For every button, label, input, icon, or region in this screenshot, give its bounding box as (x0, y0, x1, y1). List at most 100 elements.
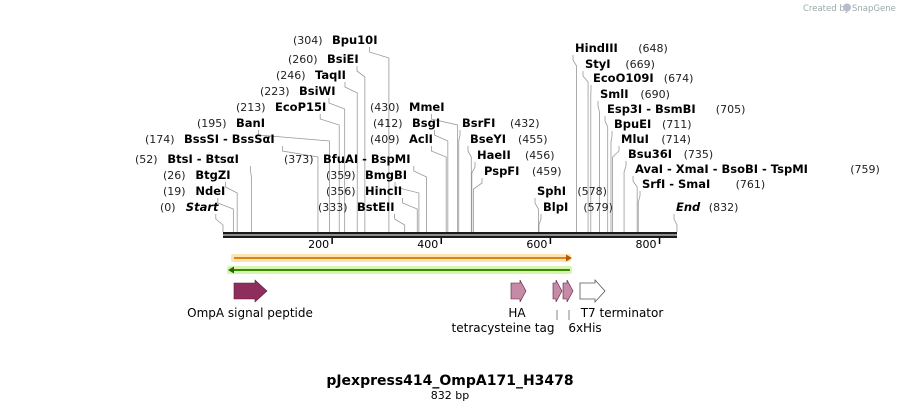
site-label: (260) BsiEI (288, 52, 359, 66)
site-label: MluI (714) (621, 132, 691, 146)
backbone-bottom-strand (223, 235, 677, 238)
site-name: BstEII (357, 200, 395, 214)
site-leader-line (215, 214, 224, 232)
site-name: SmlI (600, 87, 629, 101)
plasmid-name: pJexpress414_OmpA171_H3478 (326, 373, 573, 389)
site-position: (735) (684, 148, 714, 161)
site-leader-line (597, 101, 600, 232)
site-leader-line (344, 82, 358, 232)
site-name: Bpu10I (332, 33, 377, 47)
site-name: EcoO109I (593, 71, 654, 85)
site-label: End (832) (676, 200, 738, 214)
site-name: HaeII (477, 148, 511, 162)
feature-his-arrow (562, 279, 574, 303)
site-name: BsgI (412, 116, 440, 130)
site-name: BfuAI - BspMI (323, 152, 410, 166)
site-label: Esp3I - BsmBI (705) (607, 102, 745, 116)
site-position: (669) (625, 58, 655, 71)
site-position: (711) (662, 118, 692, 131)
site-name: BsrFI (462, 116, 495, 130)
feature-label-his: 6xHis (568, 321, 601, 335)
site-leader-line (356, 66, 366, 232)
site-position: (832) (709, 201, 739, 214)
site-leader-line (467, 146, 472, 232)
site-position: (260) (288, 53, 318, 66)
site-position: (674) (664, 72, 694, 85)
site-label: (304) Bpu10I (293, 33, 377, 47)
site-position: (373) (284, 153, 314, 166)
site-position: (174) (145, 133, 175, 146)
orange-band-arrow-icon (566, 254, 572, 262)
site-position: (430) (370, 101, 400, 114)
site-label: SmlI (690) (600, 87, 670, 101)
feature-t7-arrow (579, 278, 606, 304)
site-leader-line (673, 214, 678, 232)
site-leader-line (433, 130, 449, 232)
site-name: SphI (537, 184, 566, 198)
site-label: (174) BssSI - BssSαI (145, 132, 275, 146)
site-name: StyI (585, 57, 611, 71)
site-leader-line (612, 146, 620, 232)
site-label: (359) BmgBI (326, 168, 407, 182)
site-position: (455) (518, 133, 548, 146)
site-name: AvaI - XmaI - BsoBI - TspMI (635, 162, 808, 176)
site-leader-line (413, 166, 427, 232)
site-position: (213) (236, 101, 266, 114)
site-name: BmgBI (365, 168, 407, 182)
orf-bands (227, 254, 572, 274)
site-position: (195) (197, 117, 227, 130)
feature-label-omp: OmpA signal peptide (187, 306, 313, 320)
site-leader-line (572, 55, 577, 232)
site-label: SphI (578) (537, 184, 607, 198)
site-label: AvaI - XmaI - BsoBI - TspMI (759) (635, 162, 880, 176)
snapgene-logo-icon (843, 3, 851, 12)
site-position: (26) (163, 169, 186, 182)
site-label: PspFI (459) (484, 164, 562, 178)
site-label: (373) BfuAI - BspMI (284, 152, 410, 166)
site-name: BssSI - BssSαI (184, 132, 275, 146)
site-name: HincII (365, 184, 402, 198)
site-name: BpuEI (614, 117, 651, 131)
site-leader-line (328, 98, 346, 232)
site-label: StyI (669) (585, 57, 655, 71)
site-name: BtsI - BtsαI (167, 152, 238, 166)
site-name: NdeI (195, 184, 225, 198)
site-leader-line (281, 146, 319, 232)
site-position: (409) (370, 133, 400, 146)
site-position: (761) (736, 178, 766, 191)
site-position: (648) (638, 42, 668, 55)
site-leader-line (369, 47, 390, 232)
site-position: (246) (276, 69, 306, 82)
restriction-sites: (0) Start(19) NdeI (26) BtgZI (52) BtsI - Btsα… (135, 33, 880, 214)
site-leader-line (637, 191, 641, 232)
feature-label-ha: HA (508, 306, 526, 320)
site-label: BpuEI (711) (614, 117, 692, 131)
site-leaders (215, 47, 678, 232)
site-position: (456) (525, 149, 555, 162)
site-position: (412) (373, 117, 403, 130)
ruler: 200 400 600 800 (308, 238, 661, 251)
site-label: Bsu36I (735) (628, 147, 713, 161)
site-leader-line (319, 114, 340, 232)
ruler-tick-label: 200 (308, 238, 329, 251)
site-position: (759) (850, 163, 880, 176)
site-position: (714) (661, 133, 691, 146)
plasmid-length: 832 bp (431, 389, 469, 402)
site-leader-line (534, 198, 539, 232)
site-label: (19) NdeI (163, 184, 225, 198)
site-name: SrfI - SmaI (642, 177, 710, 191)
site-name: TaqII (315, 68, 346, 82)
site-position: (578) (577, 185, 607, 198)
site-name: Bsu36I (628, 147, 672, 161)
backbone-top-strand (223, 232, 677, 235)
credit-brand: SnapGene (852, 4, 896, 14)
site-position: (579) (583, 201, 613, 214)
site-label: (356) HincII (326, 184, 402, 198)
site-name: AclI (409, 132, 433, 146)
site-label: SrfI - SmaI (761) (642, 177, 765, 191)
site-position: (304) (293, 34, 323, 47)
site-position: (0) (160, 201, 176, 214)
feature-omp-arrow (233, 279, 268, 303)
site-label: (52) BtsI - BtsαI (135, 152, 239, 166)
